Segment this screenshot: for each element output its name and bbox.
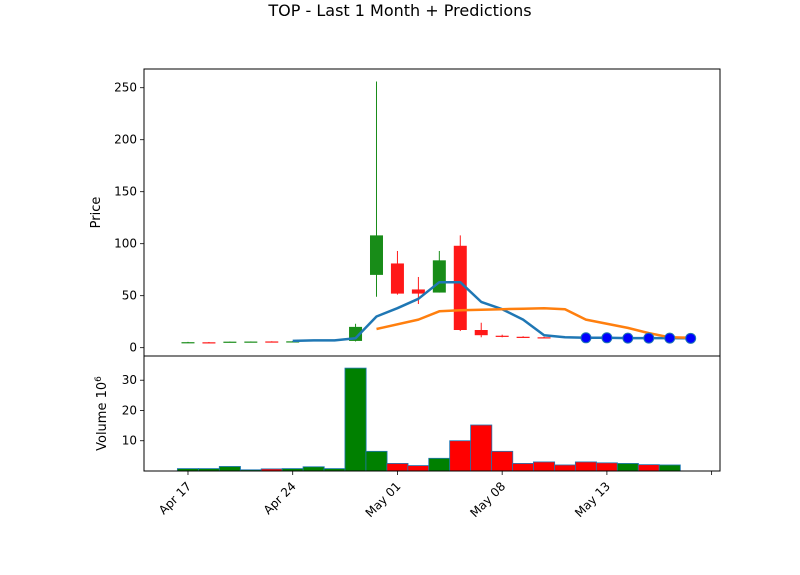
- volume-y-tick-label: 10: [122, 434, 137, 448]
- price-y-tick-label: 150: [114, 185, 137, 199]
- volume-bar-up: [616, 463, 639, 472]
- prediction-marker: [685, 332, 697, 344]
- price-y-tick-label: 250: [114, 81, 137, 95]
- volume-bar-down: [386, 463, 409, 472]
- candle-up: [244, 341, 258, 343]
- volume-bar-down: [637, 464, 660, 472]
- volume-bar-down: [595, 462, 618, 472]
- volume-bar-down: [512, 463, 535, 472]
- volume-bar-down: [574, 461, 597, 472]
- candle-body: [244, 341, 258, 343]
- price-y-tick-label: 0: [129, 341, 137, 355]
- prediction-marker: [580, 332, 592, 344]
- price-y-tick-label: 50: [122, 289, 137, 303]
- volume-y-ticks: 10 20 30: [122, 373, 144, 448]
- prediction-marker: [643, 332, 655, 344]
- volume-bar-down: [533, 461, 556, 472]
- prediction-marker: [601, 332, 613, 344]
- candle-body: [202, 342, 216, 344]
- candle-body: [474, 330, 488, 336]
- price-y-tick-label: 100: [114, 237, 137, 251]
- candle-body: [265, 341, 279, 343]
- volume-axes-frame: [143, 355, 721, 472]
- volume-bar-up: [365, 450, 388, 472]
- candle-body: [495, 335, 509, 337]
- candle-up: [223, 341, 237, 343]
- price-panel: 0 50 100 150 200 250 Price: [89, 68, 721, 357]
- volume-bar-up: [344, 367, 367, 472]
- volume-y-tick-label: 20: [122, 403, 137, 417]
- volume-bars: [176, 367, 681, 472]
- volume-bar-down: [449, 440, 472, 472]
- candle-down: [495, 334, 509, 338]
- candle-up: [181, 341, 195, 344]
- candle-body: [411, 289, 425, 294]
- candle-down: [516, 336, 530, 338]
- volume-bar-down: [407, 465, 430, 472]
- candle-body: [390, 263, 404, 294]
- volume-bar-up: [428, 457, 451, 472]
- price-y-ticks: 0 50 100 150 200 250: [114, 81, 144, 355]
- volume-axis-label-base: Volume 10: [95, 382, 110, 451]
- price-y-tick-label: 200: [114, 133, 137, 147]
- candle-down: [537, 336, 551, 339]
- price-marks: [181, 81, 697, 344]
- candle-body: [516, 336, 530, 338]
- volume-bar-down: [491, 450, 514, 472]
- volume-axis-label: Volume 106: [94, 376, 110, 451]
- volume-bar-down: [554, 464, 577, 472]
- volume-bar-down: [470, 424, 493, 472]
- candle-body: [537, 337, 551, 339]
- candle-down: [390, 250, 404, 295]
- candle-body: [223, 341, 237, 343]
- prediction-marker: [664, 332, 676, 344]
- volume-y-tick-label: 30: [122, 373, 137, 387]
- chart-title: TOP - Last 1 Month + Predictions: [267, 1, 531, 20]
- candle-body: [181, 342, 195, 344]
- candle-up: [369, 81, 383, 297]
- prediction-marker: [622, 332, 634, 344]
- candle-down: [474, 322, 488, 338]
- candle-down: [265, 341, 279, 343]
- volume-bar-up: [218, 466, 241, 472]
- candle-body: [432, 260, 446, 293]
- volume-bar-up: [658, 464, 681, 472]
- candle-down: [202, 341, 216, 344]
- volume-axis-label-exponent: 6: [94, 376, 104, 382]
- volume-bar-up: [302, 466, 325, 472]
- candle-body: [286, 341, 300, 343]
- price-axis-label: Price: [89, 197, 104, 229]
- candle-body: [369, 235, 383, 275]
